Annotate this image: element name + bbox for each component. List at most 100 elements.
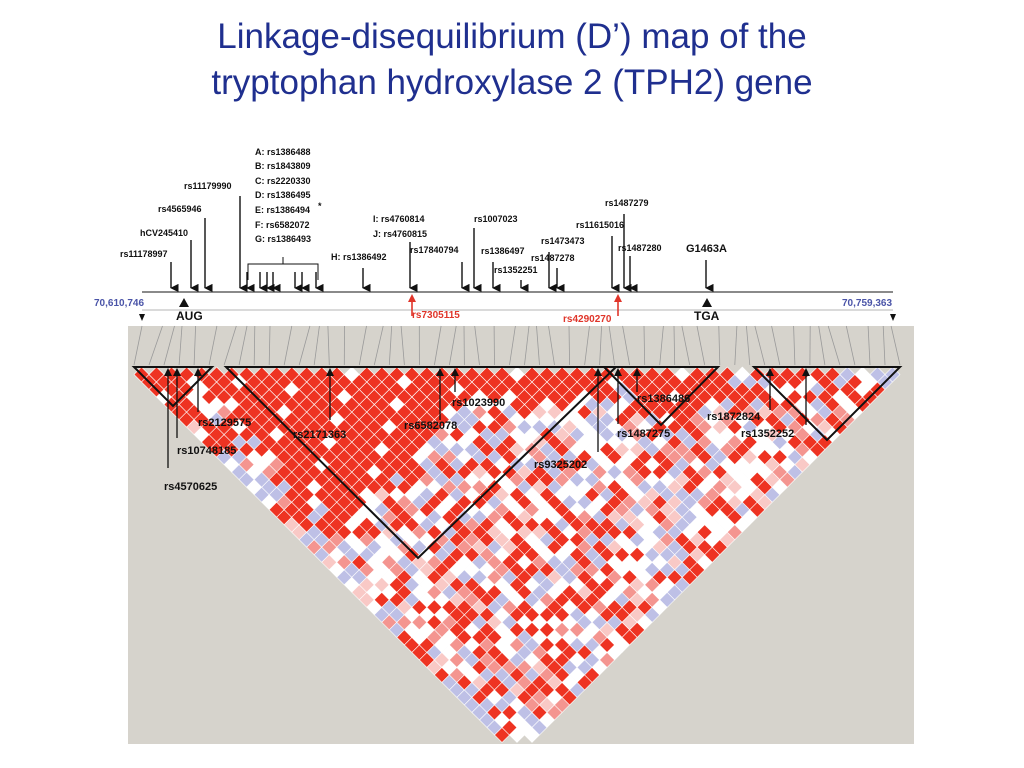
- connector-line: [622, 325, 630, 366]
- heatmap-snp: rs2129575: [198, 417, 251, 429]
- connector-line: [734, 325, 738, 366]
- connector-line: [373, 325, 384, 366]
- snp-label: G1463A: [686, 243, 727, 255]
- heatmap-arrow-head: [194, 368, 202, 376]
- end-position-marker: [890, 314, 896, 321]
- red-snp-label: rs7305115: [412, 310, 460, 321]
- red-arrow-head-1: [408, 294, 416, 302]
- connector-line: [771, 325, 781, 366]
- snp-label: rs11179990: [184, 181, 232, 191]
- connector-line: [223, 325, 237, 366]
- aug-marker: [179, 298, 189, 307]
- legend-c: C: rs2220330: [255, 176, 311, 186]
- snp-connectors: [133, 325, 901, 366]
- heatmap-snp: rs9325202: [534, 459, 587, 471]
- start-position-marker: [139, 314, 145, 321]
- connector-line: [358, 325, 367, 366]
- connector-line: [400, 325, 405, 366]
- snp-label: rs1487280: [618, 243, 662, 253]
- connector-line: [845, 325, 856, 366]
- title-line-2: tryptophan hydroxylase 2 (TPH2) gene: [211, 63, 813, 102]
- connector-line: [793, 325, 796, 366]
- snp-arrows: [170, 196, 714, 293]
- stop-codon-label: TGA: [694, 309, 720, 323]
- connector-line: [524, 325, 530, 366]
- connector-line: [827, 325, 841, 366]
- heatmap-snp: rs1872824: [707, 411, 761, 423]
- heatmap-arrow-head: [436, 368, 444, 376]
- heatmap-arrow-head: [614, 368, 622, 376]
- connector-line: [298, 325, 311, 366]
- connector-line: [754, 325, 766, 366]
- connector-line: [746, 325, 751, 366]
- upper-snp-labels: rs11179990 rs4565946 hCV245410 rs1117899…: [120, 181, 727, 275]
- legend-g: G: rs1386493: [255, 234, 311, 244]
- haplotype-blocks: [131, 366, 903, 560]
- connector-line: [818, 325, 826, 366]
- snp-label: I: rs4760814: [373, 214, 425, 224]
- legend-d: D: rs1386495: [255, 190, 311, 200]
- heatmap-snp: rs1352252: [741, 428, 794, 440]
- connector-line: [608, 325, 615, 366]
- connector-line: [673, 325, 676, 366]
- start-codon-label: AUG: [176, 309, 203, 323]
- red-arrow-head-2: [614, 294, 622, 302]
- connector-line: [434, 325, 442, 366]
- snp-label: rs1386497: [481, 246, 525, 256]
- heatmap-arrow-head: [164, 368, 172, 376]
- ld-heatmap: [133, 366, 901, 743]
- heatmap-snp: rs1487275: [617, 428, 670, 440]
- snp-label: J: rs4760815: [373, 229, 427, 239]
- legend-f: F: rs6582072: [255, 220, 310, 230]
- snp-label: rs1007023: [474, 214, 518, 224]
- connector-line: [193, 325, 196, 366]
- connector-line: [327, 325, 330, 366]
- connector-line: [178, 325, 183, 366]
- connector-line: [148, 325, 163, 366]
- legend-a: A: rs1386488: [255, 147, 311, 157]
- title-line-1: Linkage-disequilibrium (D’) map of the: [217, 17, 807, 56]
- haplotype-block-1: [131, 366, 215, 408]
- snp-legend: A: rs1386488 B: rs1843809 C: rs2220330 D…: [255, 147, 322, 244]
- heatmap-arrow-head: [802, 368, 810, 376]
- heatmap-arrow-head: [326, 368, 334, 376]
- slide-title: Linkage-disequilibrium (D’) map of the t…: [0, 14, 1024, 106]
- connector-line: [208, 325, 218, 366]
- connector-line: [568, 325, 570, 366]
- legend-b: B: rs1843809: [255, 161, 311, 171]
- connector-line: [313, 325, 320, 366]
- connector-line: [163, 325, 175, 366]
- snp-label: rs1473473: [541, 236, 585, 246]
- connector-line: [536, 325, 540, 366]
- connector-line: [599, 325, 602, 366]
- start-position: 70,610,746: [94, 298, 144, 309]
- snp-label: rs1487278: [531, 253, 575, 263]
- snp-label: rs11178997: [120, 249, 168, 259]
- connector-line: [681, 325, 691, 366]
- heatmap-snp: rs2171363: [293, 429, 346, 441]
- asterisk-mark: *: [318, 201, 322, 211]
- snp-label: rs1352251: [494, 265, 538, 275]
- legend-bracket: [247, 263, 319, 280]
- heatmap-arrow-head: [766, 368, 774, 376]
- heatmap-snp: rs1023990: [452, 397, 505, 409]
- heatmap-arrow-head: [173, 368, 181, 376]
- connector-line: [659, 325, 664, 366]
- connector-line: [643, 325, 646, 366]
- connector-line: [882, 325, 886, 366]
- heatmap-arrows: [164, 368, 810, 468]
- connector-line: [509, 325, 516, 366]
- connector-line: [584, 325, 590, 366]
- connector-line: [718, 325, 721, 366]
- haplotype-block-2: [223, 366, 619, 560]
- connector-line: [238, 325, 248, 366]
- heatmap-arrow-head: [633, 368, 641, 376]
- heatmap-snp-labels: rs2129575 rs10748185 rs4570625 rs2171363…: [164, 393, 794, 493]
- connector-line: [388, 325, 393, 366]
- connector-line: [268, 325, 271, 366]
- heatmap-snp: rs1386486: [637, 393, 690, 405]
- haplotype-block-3: [601, 366, 721, 427]
- snp-label: rs1487279: [605, 198, 649, 208]
- heatmap-snp: rs4570625: [164, 481, 217, 493]
